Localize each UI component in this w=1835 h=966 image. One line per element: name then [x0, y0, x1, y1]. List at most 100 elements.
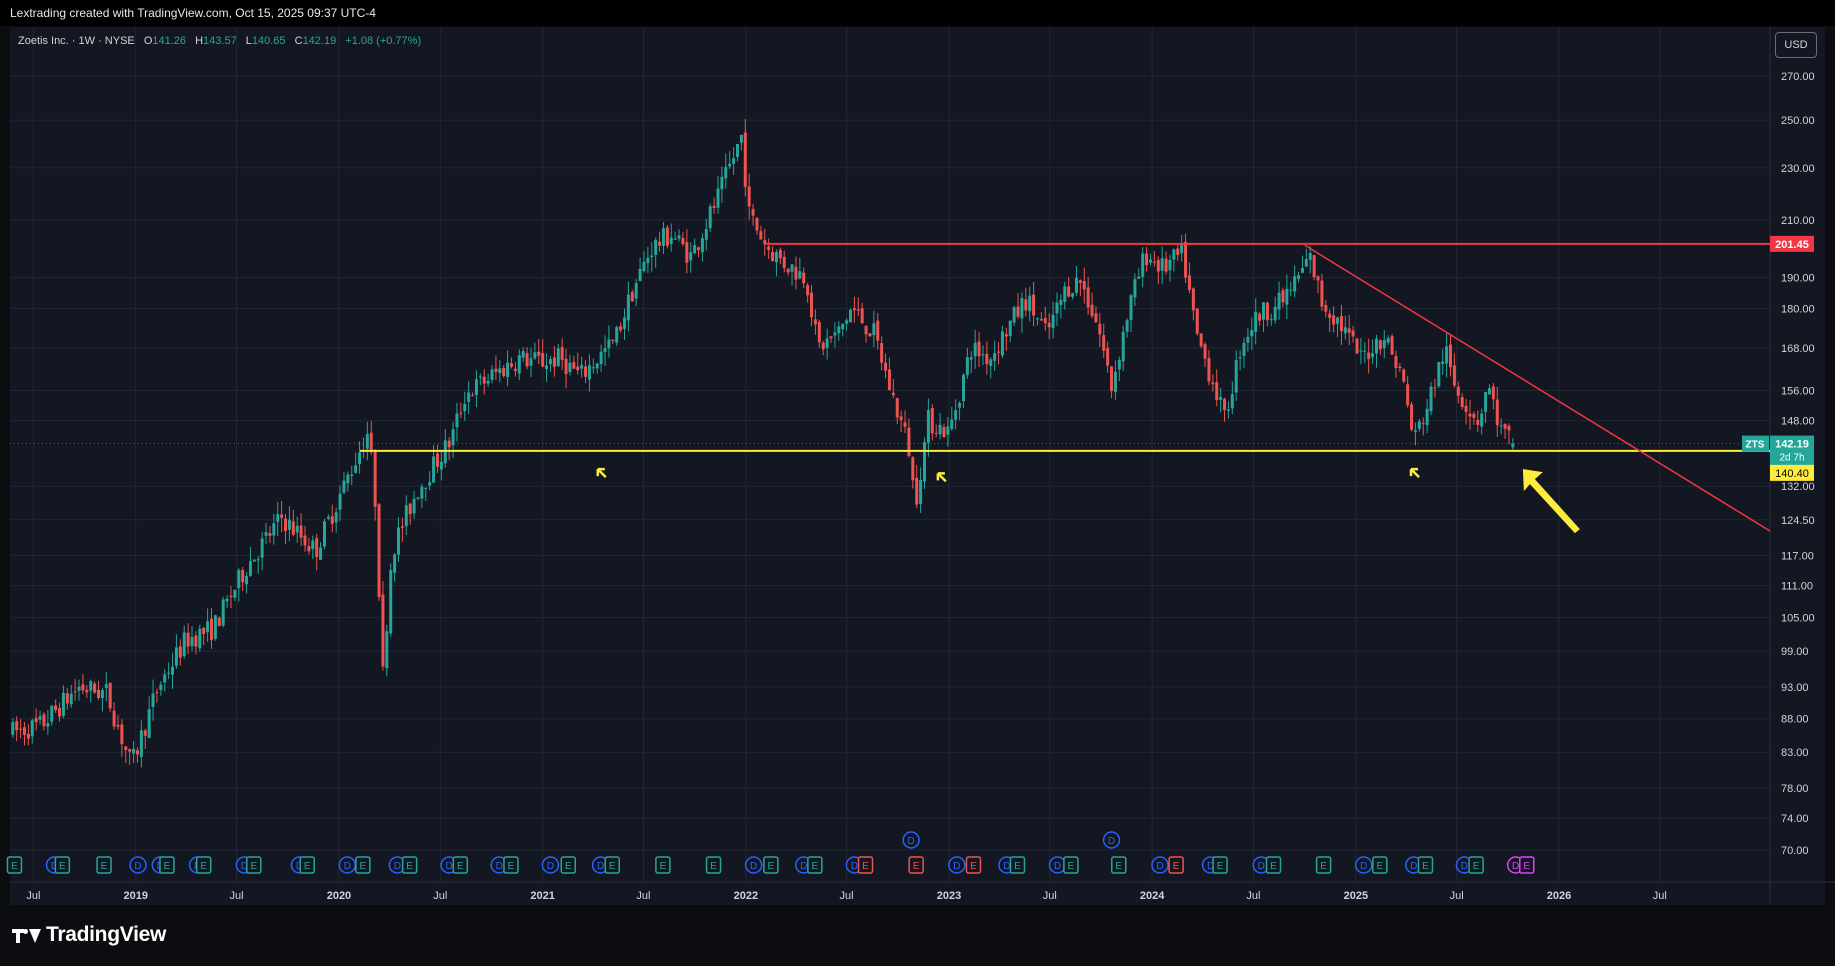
chart-pane[interactable]: [10, 27, 1825, 905]
earnings-marker[interactable]: [355, 856, 371, 874]
earnings-marker[interactable]: [299, 856, 315, 874]
descending-trendline[interactable]: [1304, 244, 1771, 532]
earnings-marker[interactable]: [6, 856, 23, 874]
earnings-marker[interactable]: [705, 856, 722, 874]
earnings-marker[interactable]: [1212, 856, 1228, 874]
candle-body: [1032, 294, 1036, 316]
candle-body: [1355, 338, 1359, 354]
dividend-marker[interactable]: [1151, 856, 1169, 874]
candle-body: [1417, 421, 1421, 429]
event-marker-label: D: [800, 861, 807, 872]
candle-body: [315, 538, 319, 557]
earnings-marker[interactable]: [1111, 856, 1127, 874]
earnings-marker[interactable]: [908, 856, 924, 874]
candle-body: [22, 727, 26, 736]
dividend-marker[interactable]: [744, 856, 763, 874]
candle-body: [813, 319, 817, 325]
earnings-marker[interactable]: [503, 856, 519, 874]
dividend-marker[interactable]: [1102, 831, 1121, 849]
earnings-marker[interactable]: [1372, 856, 1388, 874]
candle-body: [1273, 306, 1277, 321]
price-chart[interactable]: 70.00 74.00 78.00 83.00 88.00 93.00 99.00 105.0…: [0, 0, 1835, 905]
candle-body: [1071, 293, 1075, 297]
event-marker-label: D: [1360, 861, 1367, 872]
event-marker-label: E: [768, 861, 775, 872]
earnings-marker[interactable]: [401, 856, 418, 874]
candle-body: [15, 720, 19, 731]
earnings-marker[interactable]: [54, 856, 71, 874]
candle-body: [755, 218, 759, 231]
event-marker-label: E: [360, 861, 367, 872]
event-marker-label: E: [406, 861, 413, 872]
dividend-marker[interactable]: [948, 856, 966, 874]
earnings-marker[interactable]: [452, 856, 469, 874]
earnings-marker[interactable]: [604, 856, 621, 874]
candle-body: [486, 380, 490, 384]
candle-body: [494, 368, 498, 372]
ohlc-legend: Zoetis Inc. · 1W · NYSE O141.26 H143.57 …: [18, 35, 421, 47]
candle-body: [295, 525, 299, 533]
earnings-marker[interactable]: [1417, 856, 1434, 874]
earnings-marker[interactable]: [807, 856, 823, 874]
event-marker-label: E: [1173, 861, 1180, 872]
event-marker-label: E: [1270, 861, 1277, 872]
candle-body: [432, 456, 436, 483]
candle-body: [1160, 258, 1164, 271]
candle-body: [65, 693, 69, 704]
candle-body: [147, 709, 151, 738]
price-tick-label: 88.00: [1781, 714, 1809, 726]
candle-body: [884, 362, 888, 371]
symbol-label[interactable]: Zoetis Inc. · 1W · NYSE: [18, 35, 135, 47]
candle-body: [34, 717, 38, 723]
candle-body: [155, 692, 159, 694]
candle-body: [591, 367, 595, 369]
earnings-marker[interactable]: [246, 856, 262, 874]
earnings-marker[interactable]: [857, 856, 874, 874]
earnings-marker[interactable]: [655, 856, 671, 874]
candle-body: [381, 594, 385, 667]
candle-body: [1382, 340, 1386, 349]
earnings-marker[interactable]: [560, 856, 577, 874]
event-marker-label: E: [1115, 861, 1122, 872]
earnings-marker[interactable]: [1519, 856, 1535, 874]
earnings-marker[interactable]: [763, 856, 779, 874]
candle-body: [642, 261, 646, 272]
earnings-marker[interactable]: [159, 856, 175, 874]
candle-body: [1269, 319, 1273, 321]
price-tick-label: 83.00: [1781, 747, 1809, 759]
event-marker-label: D: [51, 861, 58, 872]
price-tick-label: 148.00: [1781, 416, 1815, 428]
candle-body: [533, 352, 537, 359]
dividend-marker[interactable]: [541, 856, 560, 874]
candle-body: [880, 343, 884, 363]
earnings-marker[interactable]: [1168, 856, 1184, 874]
candle-body: [798, 271, 802, 279]
candle-body: [104, 684, 108, 688]
earnings-marker[interactable]: [195, 856, 212, 874]
event-marker-label: D: [394, 861, 401, 872]
earnings-marker[interactable]: [1315, 856, 1332, 874]
currency-button[interactable]: USD: [1775, 32, 1817, 58]
candle-body: [969, 357, 973, 360]
dividend-marker[interactable]: [902, 831, 920, 849]
candle-body: [720, 176, 724, 190]
candle-body: [548, 359, 552, 365]
earnings-marker[interactable]: [96, 856, 112, 874]
candle-body: [69, 693, 73, 705]
earnings-marker[interactable]: [1009, 856, 1026, 874]
candle-body: [1324, 304, 1328, 312]
candle-body: [513, 368, 517, 372]
candle-body: [965, 357, 969, 376]
dividend-marker[interactable]: [1354, 856, 1373, 874]
candle-body: [1047, 322, 1051, 328]
dividend-marker[interactable]: [129, 856, 147, 874]
candle-body: [1394, 356, 1398, 368]
candle-body: [1281, 290, 1285, 303]
candle-body: [451, 429, 455, 446]
earnings-marker[interactable]: [1063, 856, 1079, 874]
candle-body: [1437, 362, 1441, 387]
event-marker-label: D: [1410, 861, 1417, 872]
earnings-marker[interactable]: [1468, 856, 1484, 874]
earnings-marker[interactable]: [1265, 856, 1282, 874]
earnings-marker[interactable]: [965, 856, 982, 874]
